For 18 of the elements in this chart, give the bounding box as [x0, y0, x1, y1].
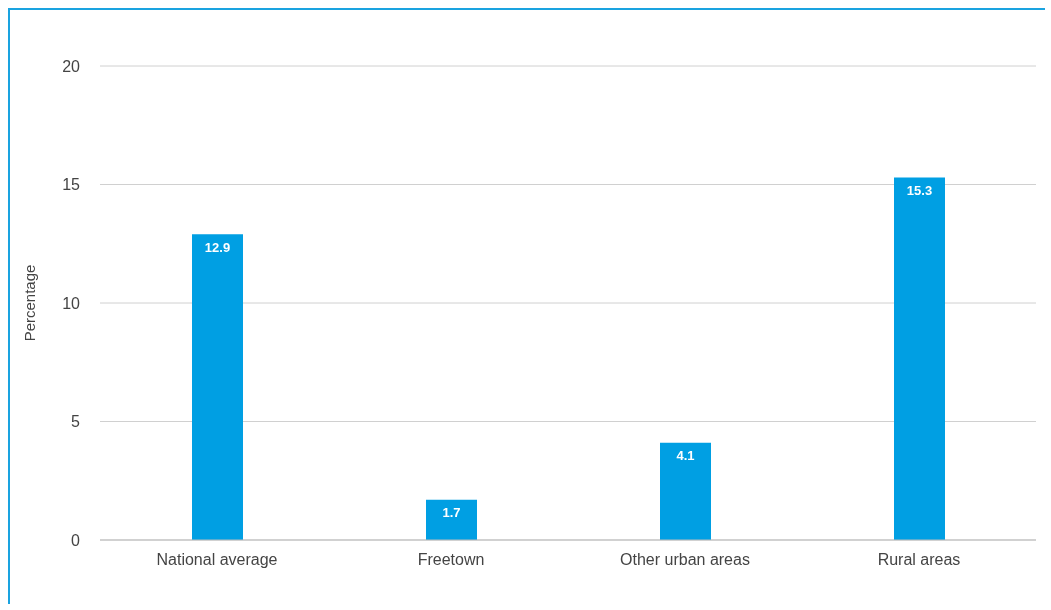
y-tick-label: 15	[62, 176, 81, 194]
x-tick-label: Other urban areas	[620, 551, 750, 569]
x-tick-label: Rural areas	[877, 551, 961, 569]
data-label: 4.1	[676, 448, 695, 464]
bar	[894, 177, 945, 540]
y-tick-label: 20	[62, 57, 81, 75]
data-label: 1.7	[442, 504, 461, 520]
bar	[192, 234, 243, 540]
x-tick-label: National average	[156, 551, 278, 569]
data-label: 15.3	[906, 182, 933, 198]
x-tick-label: Freetown	[417, 551, 485, 569]
y-tick-label: 10	[62, 294, 81, 312]
y-tick-label: 5	[71, 413, 81, 431]
y-axis-title: Percentage	[21, 264, 39, 342]
bar	[660, 442, 711, 540]
bar	[426, 499, 477, 540]
y-tick-label: 0	[71, 531, 81, 549]
data-label: 12.9	[204, 239, 231, 255]
